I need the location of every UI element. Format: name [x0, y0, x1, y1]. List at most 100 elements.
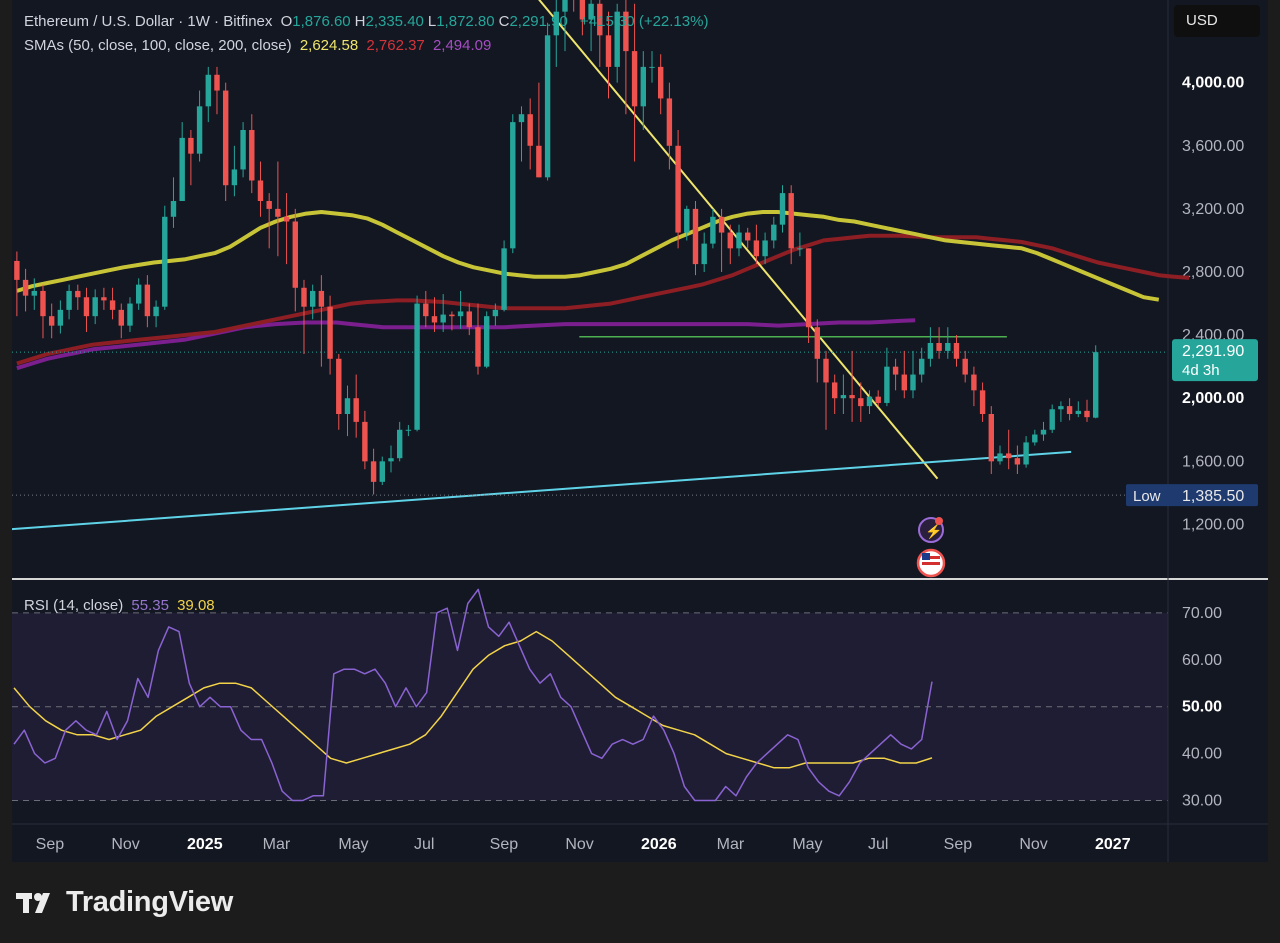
candle-body[interactable]	[336, 358, 342, 414]
candle-body[interactable]	[1084, 410, 1090, 418]
candle-body[interactable]	[431, 316, 438, 323]
candle-body[interactable]	[275, 208, 281, 217]
candle-body[interactable]	[57, 309, 64, 326]
candle-body[interactable]	[1040, 429, 1047, 435]
candle-body[interactable]	[918, 358, 925, 375]
candle-body[interactable]	[318, 290, 325, 307]
candle-body[interactable]	[118, 309, 124, 326]
candle-body[interactable]	[92, 297, 98, 317]
candle-body[interactable]	[579, 0, 586, 20]
candle-body[interactable]	[640, 66, 646, 107]
candle-body[interactable]	[266, 201, 272, 209]
candle-body[interactable]	[997, 453, 1003, 462]
candle-body[interactable]	[196, 106, 203, 154]
candle-body[interactable]	[831, 382, 838, 399]
candle-body[interactable]	[405, 429, 412, 431]
candle-body[interactable]	[623, 11, 629, 52]
candle-body[interactable]	[971, 374, 977, 391]
candle-body[interactable]	[614, 11, 620, 67]
candle-body[interactable]	[1023, 442, 1029, 465]
candle-body[interactable]	[797, 248, 803, 250]
candle-body[interactable]	[510, 122, 516, 249]
candle-body[interactable]	[684, 208, 690, 233]
candle-body[interactable]	[936, 343, 942, 351]
candle-body[interactable]	[388, 458, 394, 462]
candle-body[interactable]	[562, 0, 568, 12]
candle-body[interactable]	[457, 311, 464, 317]
candle-body[interactable]	[962, 358, 968, 375]
candle-body[interactable]	[649, 66, 655, 68]
candle-body[interactable]	[483, 316, 490, 367]
candle-body[interactable]	[301, 287, 307, 307]
candle-body[interactable]	[188, 137, 194, 154]
candle-body[interactable]	[66, 290, 72, 310]
candle-body[interactable]	[240, 130, 246, 170]
candle-body[interactable]	[379, 461, 385, 482]
candle-body[interactable]	[901, 374, 907, 391]
currency-button[interactable]: USD	[1174, 5, 1260, 37]
candle-body[interactable]	[927, 343, 934, 359]
candle-body[interactable]	[536, 145, 542, 178]
candle-body[interactable]	[466, 311, 472, 328]
candle-body[interactable]	[144, 284, 151, 317]
candle-body[interactable]	[762, 240, 768, 257]
candle-body[interactable]	[1075, 410, 1081, 414]
candle-body[interactable]	[153, 306, 159, 317]
candle-body[interactable]	[501, 248, 507, 310]
candle-body[interactable]	[127, 303, 133, 326]
candle-body[interactable]	[309, 290, 316, 307]
price-chart[interactable]: 4,400.004,000.003,600.003,200.002,800.00…	[12, 0, 1268, 580]
candle-body[interactable]	[135, 284, 142, 304]
candle-body[interactable]	[344, 398, 351, 414]
candle-body[interactable]	[597, 3, 603, 36]
candle-body[interactable]	[605, 35, 612, 67]
candle-body[interactable]	[814, 327, 820, 359]
candle-body[interactable]	[866, 396, 873, 407]
candle-body[interactable]	[849, 395, 855, 399]
candle-body[interactable]	[423, 303, 429, 317]
candle-body[interactable]	[31, 290, 37, 296]
candle-body[interactable]	[440, 314, 446, 323]
candle-body[interactable]	[979, 390, 986, 414]
candle-body[interactable]	[214, 74, 220, 91]
candle-body[interactable]	[1005, 453, 1012, 459]
candle-body[interactable]	[884, 366, 890, 403]
candle-body[interactable]	[449, 314, 455, 317]
candle-body[interactable]	[396, 429, 403, 459]
candle-body[interactable]	[109, 300, 116, 310]
candle-body[interactable]	[718, 216, 725, 233]
candle-body[interactable]	[953, 343, 960, 359]
candle-body[interactable]	[257, 180, 264, 201]
candle-body[interactable]	[231, 169, 238, 186]
candle-body[interactable]	[14, 260, 20, 280]
candle-body[interactable]	[283, 216, 290, 222]
candle-body[interactable]	[518, 114, 525, 123]
candle-body[interactable]	[823, 358, 829, 383]
candle-body[interactable]	[666, 98, 673, 146]
candle-body[interactable]	[527, 114, 533, 146]
candle-body[interactable]	[162, 216, 168, 307]
candle-body[interactable]	[692, 208, 699, 265]
candle-body[interactable]	[779, 193, 786, 225]
candle-body[interactable]	[475, 327, 481, 367]
candle-body[interactable]	[753, 240, 760, 257]
candle-body[interactable]	[40, 290, 46, 317]
candle-body[interactable]	[736, 232, 742, 249]
candle-body[interactable]	[1058, 406, 1064, 410]
candle-body[interactable]	[875, 396, 881, 403]
candle-body[interactable]	[1092, 352, 1099, 418]
candle-body[interactable]	[858, 398, 864, 407]
candle-body[interactable]	[771, 224, 777, 241]
candle-body[interactable]	[370, 461, 377, 482]
candle-body[interactable]	[1014, 458, 1021, 465]
candle-body[interactable]	[1066, 406, 1073, 414]
candle-body[interactable]	[1032, 434, 1038, 443]
candle-body[interactable]	[414, 303, 420, 430]
candle-body[interactable]	[101, 297, 107, 301]
candle-body[interactable]	[170, 201, 177, 217]
candle-body[interactable]	[48, 316, 55, 326]
candle-body[interactable]	[83, 297, 90, 317]
candle-body[interactable]	[362, 421, 368, 462]
candle-body[interactable]	[249, 130, 255, 181]
candle-body[interactable]	[788, 193, 794, 249]
